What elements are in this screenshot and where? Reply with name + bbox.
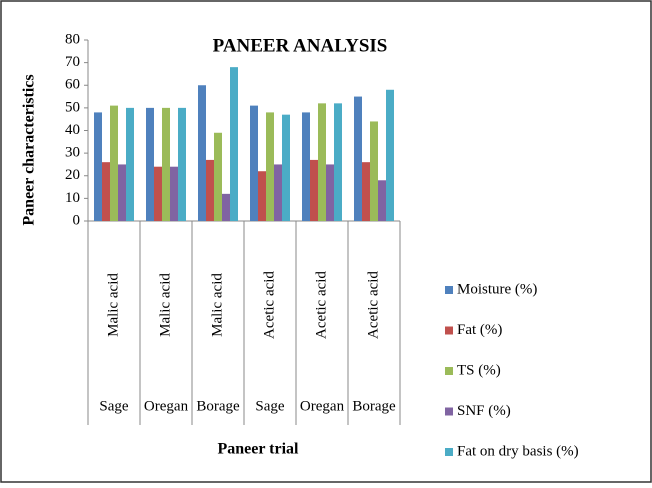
- bar: [118, 164, 126, 221]
- chart-title: PANEER ANALYSIS: [213, 35, 388, 56]
- bar: [214, 132, 222, 221]
- legend-label: Fat (%): [457, 322, 502, 338]
- x-group-label: Malic acid: [105, 273, 121, 337]
- bar: [250, 105, 258, 221]
- y-tick-label: 10: [65, 190, 80, 206]
- bar: [146, 107, 154, 221]
- bar: [318, 103, 326, 221]
- bar: [178, 107, 186, 221]
- legend-swatch: [445, 367, 453, 375]
- legend-swatch: [445, 448, 453, 456]
- y-axis-title: Paneer characteristics: [21, 74, 38, 225]
- bar: [266, 112, 274, 221]
- bar: [154, 166, 162, 221]
- y-tick-label: 0: [73, 212, 81, 228]
- legend-label: SNF (%): [457, 403, 511, 419]
- x-tick-label: Borage: [196, 398, 240, 414]
- bar: [378, 180, 386, 221]
- x-group-label: Malic acid: [209, 273, 225, 337]
- bar: [230, 67, 238, 222]
- x-tick-label: Oregan: [300, 398, 345, 414]
- legend-swatch: [445, 407, 453, 416]
- bar: [282, 114, 290, 221]
- bar: [110, 105, 118, 221]
- bar: [334, 103, 342, 221]
- y-tick-label: 40: [65, 122, 80, 138]
- bar: [302, 112, 310, 221]
- legend-label: Moisture (%): [457, 281, 537, 297]
- x-group-label: Malic acid: [157, 273, 173, 337]
- bar: [370, 121, 378, 221]
- bar: [354, 96, 362, 221]
- x-group-label: Acetic acid: [365, 271, 381, 339]
- y-tick-label: 60: [65, 77, 80, 93]
- bar: [274, 164, 282, 221]
- y-tick-label: 20: [65, 167, 80, 183]
- y-tick-label: 80: [65, 31, 80, 47]
- bar: [94, 112, 102, 221]
- bar: [126, 107, 134, 221]
- legend-label: TS (%): [457, 362, 501, 378]
- bar: [102, 162, 110, 221]
- y-tick-label: 50: [65, 99, 80, 115]
- x-tick-label: Sage: [99, 398, 129, 414]
- bar: [162, 107, 170, 221]
- legend-swatch: [445, 286, 453, 294]
- x-tick-label: Oregan: [144, 398, 189, 414]
- bar: [310, 159, 318, 221]
- legend-label: Fat on dry basis (%): [457, 443, 579, 459]
- y-tick-label: 70: [65, 54, 80, 70]
- bar: [362, 162, 370, 221]
- bar: [170, 166, 178, 221]
- x-axis-title: Paneer trial: [217, 441, 299, 458]
- bar: [222, 193, 230, 221]
- bar: [386, 89, 394, 222]
- x-group-label: Acetic acid: [313, 271, 329, 339]
- bar: [326, 164, 334, 221]
- bar: [258, 171, 266, 221]
- bar: [198, 85, 206, 221]
- legend-swatch: [445, 326, 453, 335]
- bar: [206, 159, 214, 221]
- x-tick-label: Sage: [255, 398, 285, 414]
- x-group-label: Acetic acid: [261, 271, 277, 339]
- y-tick-label: 30: [65, 145, 80, 161]
- x-tick-label: Borage: [352, 398, 396, 414]
